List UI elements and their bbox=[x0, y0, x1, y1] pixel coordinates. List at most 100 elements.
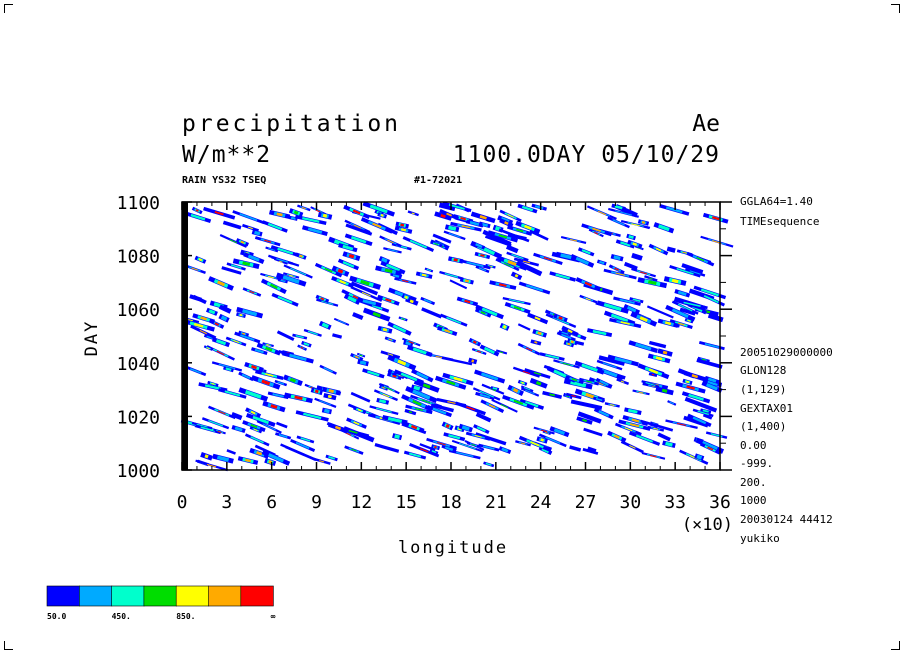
precip-cell bbox=[595, 366, 624, 381]
precip-cell-mid bbox=[645, 381, 656, 387]
precip-cell bbox=[632, 389, 650, 396]
precip-cell-high bbox=[206, 347, 210, 350]
precip-cell-mid bbox=[328, 456, 336, 460]
precip-cell bbox=[288, 208, 304, 218]
precip-cell bbox=[609, 317, 642, 329]
precip-cell-mid bbox=[501, 447, 509, 453]
precip-cell-high bbox=[570, 340, 574, 344]
precip-cell bbox=[203, 334, 216, 341]
precip-cell-mid bbox=[511, 253, 524, 260]
precip-cell-mid bbox=[323, 367, 333, 373]
precip-cell-mid bbox=[208, 419, 224, 427]
precip-cell-high bbox=[440, 214, 446, 219]
precip-cell bbox=[292, 333, 308, 340]
precip-cell bbox=[579, 294, 598, 304]
precip-cell-low bbox=[515, 260, 543, 277]
precip-cell-high bbox=[569, 238, 578, 242]
precip-cell bbox=[256, 420, 282, 434]
precip-cell-high bbox=[250, 410, 256, 415]
precip-cell bbox=[448, 449, 481, 460]
precip-cell-low bbox=[577, 411, 602, 424]
precip-cell-mid bbox=[431, 450, 437, 454]
precip-cell bbox=[610, 253, 624, 262]
precip-cell-high bbox=[613, 434, 620, 439]
precip-cell-mid bbox=[615, 210, 633, 216]
precip-cell-high bbox=[677, 322, 685, 326]
precip-cell-mid bbox=[689, 270, 701, 275]
precip-cell-mid bbox=[272, 393, 284, 398]
precip-cell-mid bbox=[475, 243, 483, 248]
precip-cell-low bbox=[419, 443, 436, 452]
precip-cell bbox=[350, 352, 364, 362]
precip-cell bbox=[466, 441, 481, 448]
precip-cell-high bbox=[314, 389, 319, 394]
precip-cell-high bbox=[653, 427, 659, 430]
precip-cell bbox=[640, 419, 674, 432]
precip-cell-low bbox=[569, 445, 582, 452]
precip-cell-low bbox=[231, 412, 243, 421]
precip-cell bbox=[570, 399, 603, 410]
precip-cell bbox=[644, 275, 658, 282]
precip-cell bbox=[693, 285, 727, 300]
side-info-line: 20051029000000 bbox=[740, 346, 833, 359]
precip-cell bbox=[687, 413, 712, 427]
precip-cell-low bbox=[421, 307, 443, 319]
precip-cell bbox=[682, 378, 693, 385]
precip-cell bbox=[478, 443, 500, 452]
precip-cell bbox=[489, 280, 517, 290]
precip-cell bbox=[382, 415, 408, 425]
precip-cell-mid bbox=[521, 205, 534, 212]
precip-cell-high bbox=[387, 239, 394, 244]
precip-cell-mid bbox=[250, 436, 264, 444]
precip-cell bbox=[327, 422, 349, 434]
precip-cell bbox=[377, 294, 400, 306]
precip-cell-mid bbox=[602, 362, 617, 368]
precip-cell bbox=[560, 235, 587, 244]
precip-cell bbox=[502, 297, 531, 306]
precip-cell-mid bbox=[448, 434, 461, 440]
precip-cell bbox=[604, 402, 620, 408]
precip-cell bbox=[237, 456, 259, 465]
precip-cell-high bbox=[480, 254, 485, 257]
precip-cell-mid bbox=[196, 423, 208, 428]
precip-cell-mid bbox=[448, 203, 465, 210]
precip-cell-mid bbox=[706, 383, 718, 391]
precip-cell-high bbox=[359, 354, 363, 357]
precip-cell-low bbox=[574, 340, 585, 346]
varinfo-label: RAIN YS32 TSEQ bbox=[182, 175, 266, 186]
precip-cell bbox=[443, 432, 466, 442]
precip-cell-mid bbox=[553, 428, 566, 435]
precip-cell-high bbox=[386, 387, 393, 391]
precip-cell bbox=[527, 312, 549, 325]
precip-cell-mid bbox=[242, 308, 258, 317]
precip-cell bbox=[301, 340, 312, 348]
axes: 0 3 6 9 12 15 18 21 24 27 30 33 36100010201040106010… bbox=[117, 193, 732, 513]
precip-cell bbox=[470, 211, 496, 224]
precip-cell-high bbox=[620, 380, 625, 383]
precip-cell bbox=[699, 442, 721, 455]
precip-cell bbox=[517, 323, 531, 331]
precip-cell-mid bbox=[408, 452, 422, 458]
precip-cell bbox=[362, 368, 385, 379]
precip-cell bbox=[608, 264, 625, 275]
precip-cell bbox=[631, 267, 657, 278]
precip-cell-low bbox=[374, 443, 400, 453]
precip-cell-high bbox=[504, 221, 509, 225]
precip-cell-high bbox=[535, 381, 542, 386]
precip-cell bbox=[430, 403, 454, 413]
precip-cell-high bbox=[269, 283, 278, 289]
precip-cell bbox=[203, 206, 236, 220]
precip-cell bbox=[262, 220, 288, 233]
precip-cell bbox=[480, 399, 505, 414]
precip-cell-high bbox=[289, 377, 296, 383]
precip-cell bbox=[421, 307, 443, 319]
precip-cell-high bbox=[382, 327, 388, 332]
precip-cell-low bbox=[646, 305, 674, 319]
precip-cell-high bbox=[337, 268, 344, 274]
precip-cell bbox=[502, 394, 535, 410]
x-tick-label: 24 bbox=[530, 492, 552, 513]
precip-cell bbox=[701, 380, 723, 393]
precip-cell bbox=[697, 356, 710, 362]
precip-cell bbox=[623, 304, 641, 315]
precip-cell bbox=[667, 400, 677, 406]
